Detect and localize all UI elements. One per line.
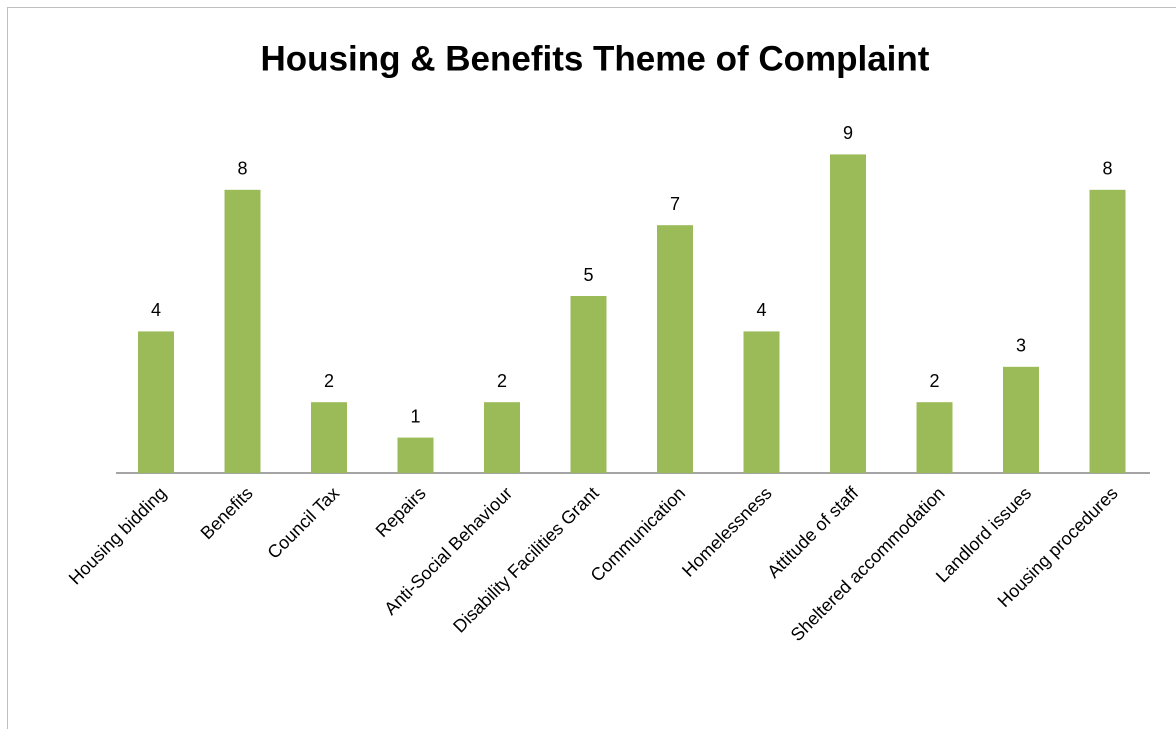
- x-tick-label: Communication: [587, 483, 690, 586]
- x-tick-label: Benefits: [197, 483, 257, 543]
- bar: [397, 437, 434, 473]
- data-label: 7: [670, 194, 680, 214]
- bar: [830, 154, 866, 473]
- bar: [484, 402, 520, 473]
- data-label: 8: [237, 159, 247, 179]
- chart-title: Housing & Benefits Theme of Complaint: [261, 39, 930, 78]
- x-tick-label: Repairs: [372, 483, 430, 541]
- data-label: 1: [410, 406, 420, 426]
- data-label: 9: [843, 123, 853, 143]
- bar: [570, 296, 607, 473]
- bar: [1003, 366, 1039, 473]
- bar: [224, 189, 261, 474]
- data-label: 4: [756, 300, 766, 320]
- bar: [916, 402, 953, 473]
- data-label: 4: [151, 300, 161, 320]
- data-label: 8: [1102, 159, 1112, 179]
- x-tick-label: Sheltered accommodation: [787, 483, 949, 645]
- bar: [743, 331, 780, 473]
- data-label: 2: [497, 371, 507, 391]
- x-tick-label: Disability Facilities Grant: [449, 483, 602, 636]
- x-tick-label: Housing bidding: [65, 483, 170, 588]
- x-tick-label: Attitude of staff: [763, 482, 863, 582]
- data-label: 3: [1016, 336, 1026, 356]
- x-tick-label: Homelessness: [678, 483, 776, 581]
- data-label: 2: [324, 371, 334, 391]
- data-label: 2: [929, 371, 939, 391]
- bar: [1089, 189, 1126, 474]
- bar: [657, 225, 693, 473]
- bar: [311, 402, 347, 473]
- bar: [138, 331, 174, 473]
- chart-border: [7, 7, 1176, 729]
- x-tick-label: Council Tax: [263, 483, 343, 563]
- data-label: 5: [583, 265, 593, 285]
